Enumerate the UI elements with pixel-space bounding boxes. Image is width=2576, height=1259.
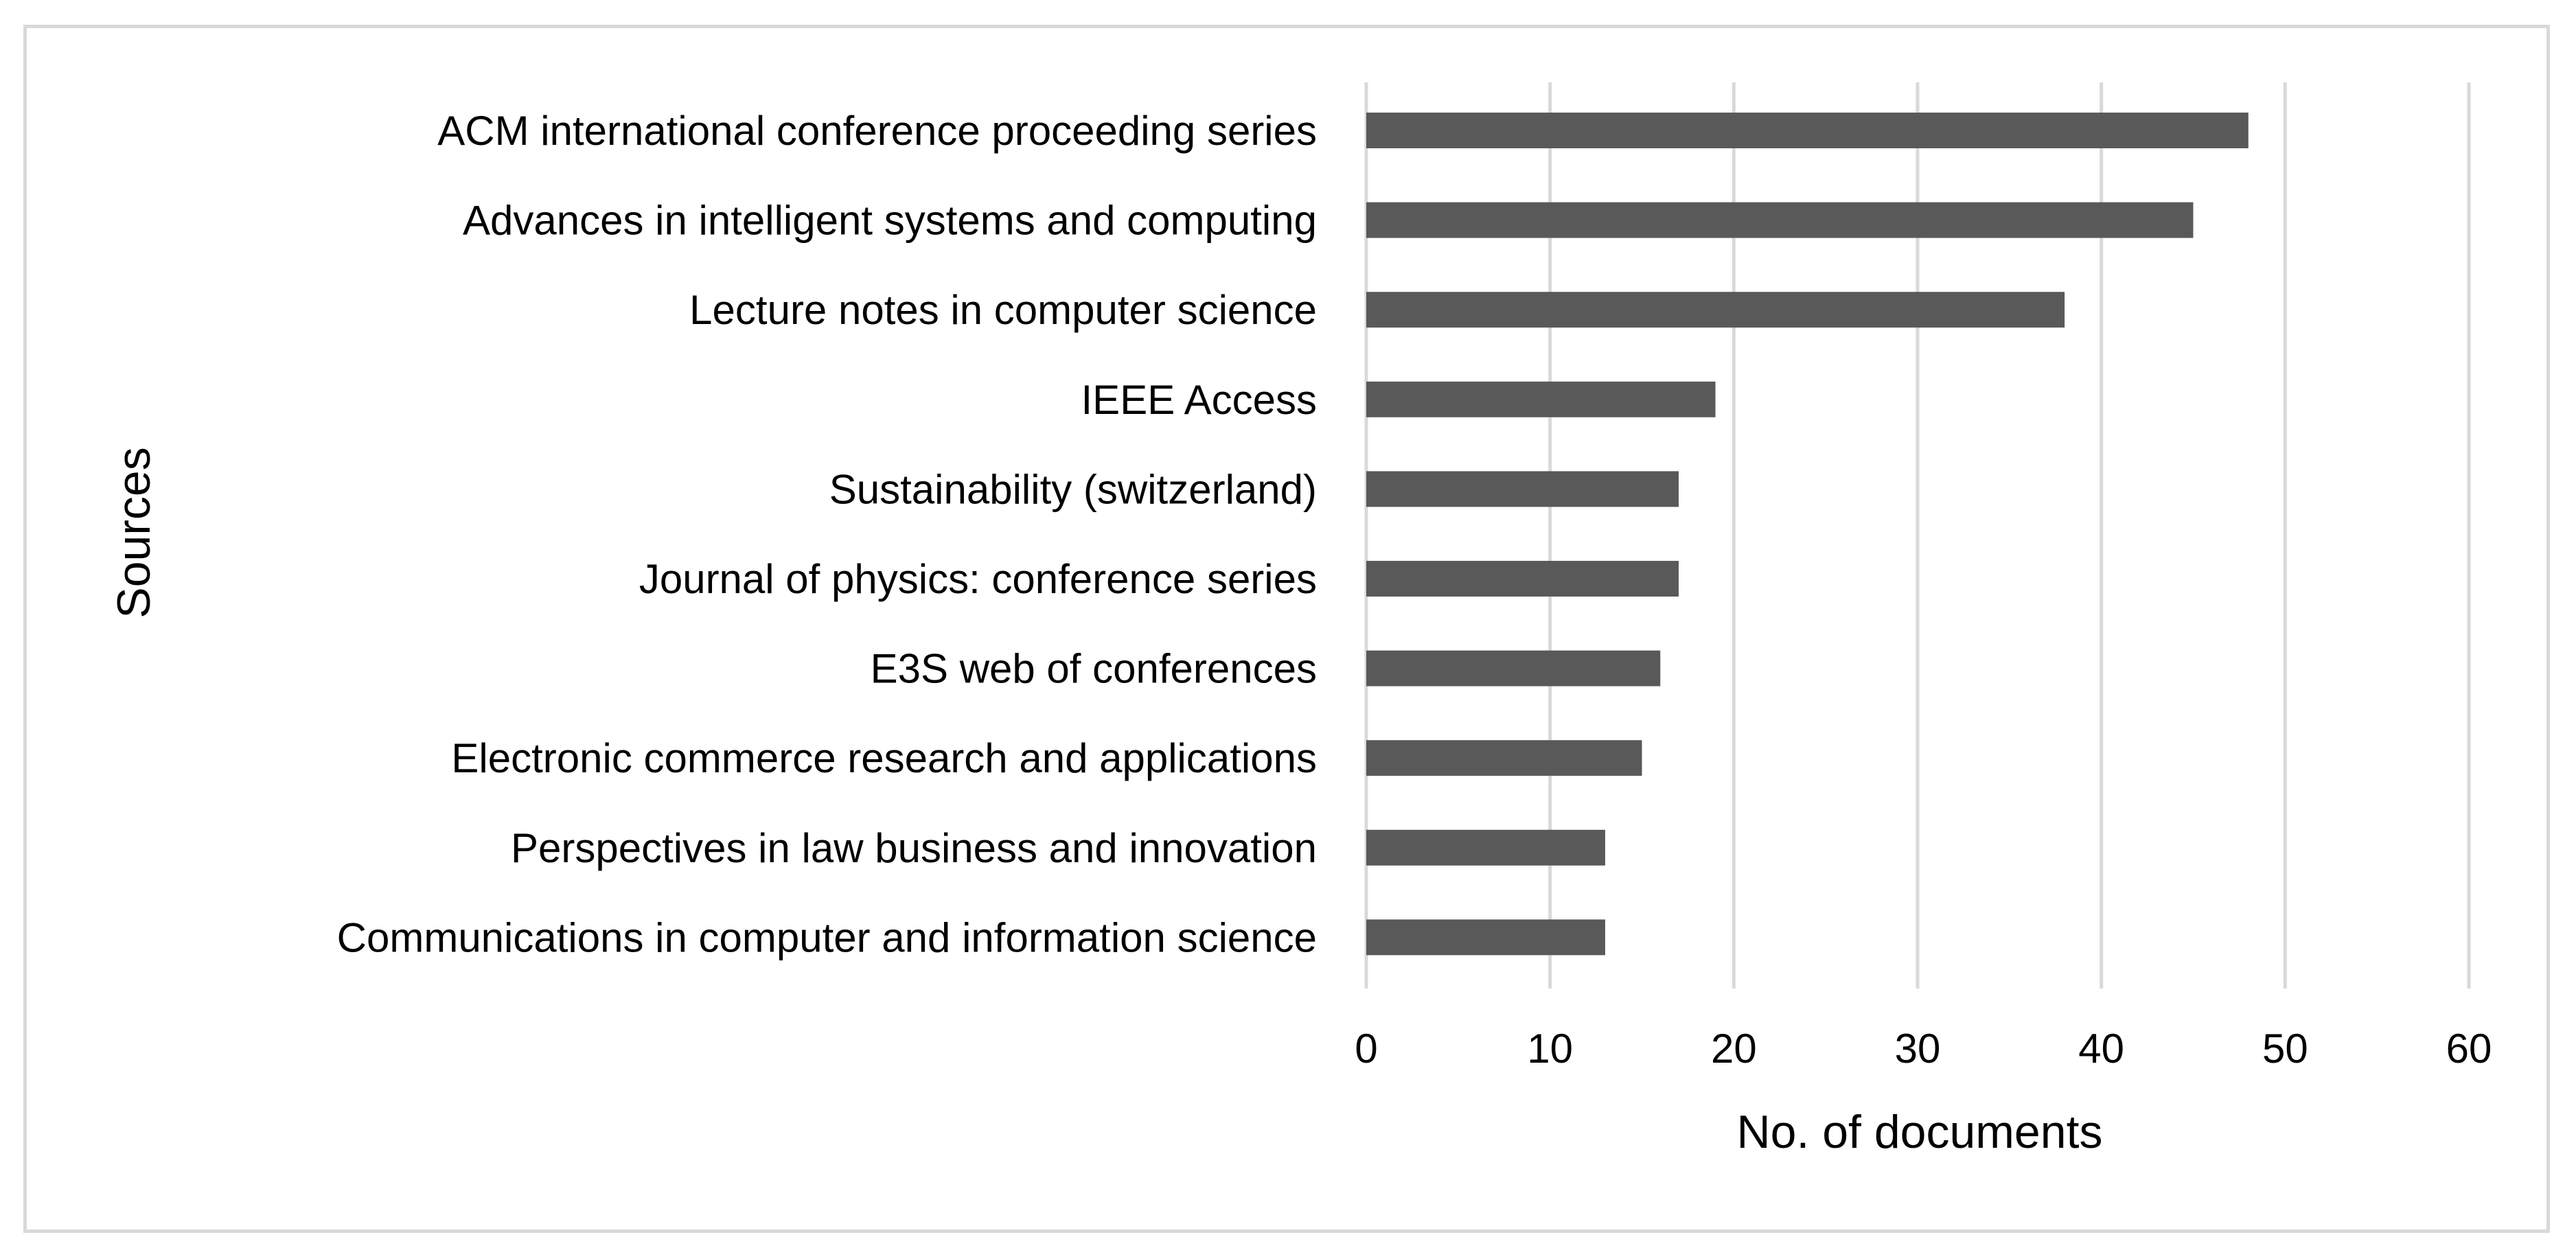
- bar: [1366, 471, 1679, 507]
- bars: [1366, 113, 2249, 956]
- category-label: Lecture notes in computer science: [689, 287, 1317, 333]
- x-tick-label: 0: [1355, 1026, 1377, 1072]
- category-label: IEEE Access: [1081, 377, 1317, 423]
- x-tick-label: 20: [1711, 1026, 1757, 1072]
- category-label: Communications in computer and informati…: [337, 914, 1317, 960]
- bar: [1366, 650, 1661, 686]
- bar: [1366, 919, 1605, 956]
- y-axis-title: Sources: [108, 447, 160, 618]
- category-label: Electronic commerce research and applica…: [451, 735, 1317, 781]
- x-tick-labels: 0 10 20 30 40 50 60: [1355, 1026, 2492, 1072]
- category-label: ACM international conference proceeding …: [437, 108, 1317, 154]
- x-tick-label: 30: [1895, 1026, 1941, 1072]
- bar: [1366, 829, 1605, 866]
- bar: [1366, 740, 1642, 776]
- x-tick-label: 50: [2262, 1026, 2308, 1072]
- bar: [1366, 202, 2194, 238]
- bar: [1366, 381, 1716, 417]
- category-labels: ACM international conference proceeding …: [337, 108, 1317, 960]
- bar: [1366, 561, 1679, 597]
- category-label: Journal of physics: conference series: [639, 556, 1317, 602]
- bar: [1366, 113, 2249, 148]
- bar: [1366, 292, 2065, 328]
- category-label: E3S web of conferences: [871, 646, 1317, 692]
- category-label: Perspectives in law business and innovat…: [511, 825, 1317, 871]
- category-label: Advances in intelligent systems and comp…: [463, 198, 1317, 244]
- x-tick-label: 60: [2446, 1026, 2492, 1072]
- category-label: Sustainability (switzerland): [829, 466, 1317, 512]
- x-axis-title: No. of documents: [1737, 1106, 2103, 1158]
- x-tick-label: 40: [2078, 1026, 2124, 1072]
- x-tick-label: 10: [1527, 1026, 1573, 1072]
